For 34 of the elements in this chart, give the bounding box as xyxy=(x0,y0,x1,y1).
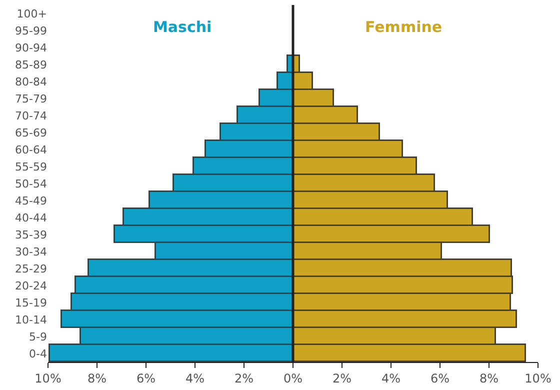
x-tick-label: 2% xyxy=(234,371,254,386)
x-tick-label: 6% xyxy=(136,371,156,386)
x-tick-label: 4% xyxy=(185,371,205,386)
y-tick-label: 60-64 xyxy=(15,143,47,156)
x-tick-label: 8% xyxy=(87,371,107,386)
x-tick-label: 8% xyxy=(479,371,499,386)
x-tick-label: 6% xyxy=(430,371,450,386)
y-tick-label: 80-84 xyxy=(15,75,47,88)
y-tick-label: 40-44 xyxy=(15,211,47,224)
y-tick-label: 75-79 xyxy=(15,92,47,106)
y-tick-label: 35-39 xyxy=(15,228,47,242)
y-tick-label: 55-59 xyxy=(15,160,47,174)
y-tick-label: 70-74 xyxy=(15,109,47,122)
x-tick-label: 10% xyxy=(524,371,552,386)
y-tick-label: 95-99 xyxy=(15,24,47,38)
x-tick-label: 4% xyxy=(381,371,401,386)
y-tick-label: 90-94 xyxy=(15,41,47,54)
y-tick-label: 0-4 xyxy=(29,347,47,360)
y-tick-label: 45-49 xyxy=(15,194,47,208)
x-tick-label: 0% xyxy=(283,371,303,386)
y-tick-label: 100+ xyxy=(16,7,47,20)
y-tick-label: 20-24 xyxy=(15,279,47,292)
x-tick-label: 2% xyxy=(332,371,352,386)
y-tick-label: 85-89 xyxy=(15,58,47,72)
y-tick-label: 50-54 xyxy=(15,177,47,190)
y-tick-label: 25-29 xyxy=(15,262,47,276)
y-tick-label: 15-19 xyxy=(15,296,47,310)
text: Maschi xyxy=(153,18,212,36)
y-tick-label: 30-34 xyxy=(15,245,47,258)
y-tick-label: 10-14 xyxy=(15,313,47,326)
text: Femmine xyxy=(365,18,442,36)
y-tick-label: 5-9 xyxy=(29,330,47,344)
x-tick-label: 10% xyxy=(34,371,62,386)
y-tick-label: 65-69 xyxy=(15,126,47,140)
